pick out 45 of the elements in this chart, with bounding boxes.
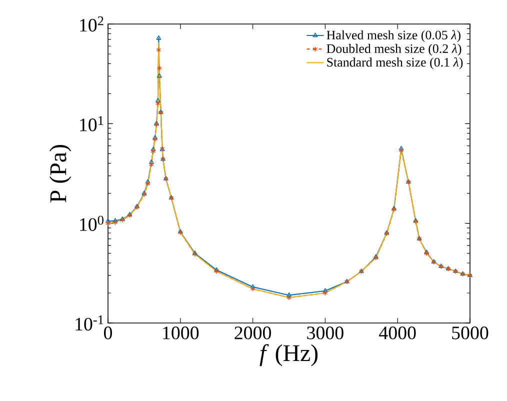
legend-label: Doubled mesh size (0.2 λ) bbox=[326, 44, 462, 56]
point bbox=[156, 35, 162, 40]
point bbox=[145, 179, 150, 184]
point bbox=[322, 288, 328, 292]
point bbox=[112, 220, 118, 226]
point bbox=[148, 162, 154, 168]
point bbox=[214, 268, 220, 274]
point bbox=[106, 220, 110, 226]
point bbox=[142, 190, 147, 195]
y-tick-label: 10$^{2}$ bbox=[80, 16, 104, 32]
x-axis-title: f (Hz) bbox=[260, 344, 318, 366]
x-tick-label: 1000 bbox=[163, 326, 199, 340]
point bbox=[152, 136, 158, 142]
point bbox=[145, 180, 150, 186]
point bbox=[142, 192, 147, 198]
point bbox=[192, 251, 198, 258]
x-tick-label: 3000 bbox=[307, 326, 344, 340]
point bbox=[286, 292, 292, 297]
point bbox=[214, 267, 220, 272]
point bbox=[112, 218, 118, 222]
point bbox=[398, 148, 404, 154]
point bbox=[155, 98, 160, 102]
legend-label: Halved mesh size (0.05 λ) bbox=[326, 30, 460, 42]
point bbox=[398, 146, 404, 150]
x-tick-label: 2000 bbox=[234, 326, 271, 340]
point bbox=[156, 47, 162, 53]
y-axis-title: P (Pa) bbox=[49, 145, 72, 202]
point bbox=[152, 135, 158, 140]
y-tick-label: 10$^{-1}$ bbox=[76, 315, 104, 331]
point bbox=[250, 284, 256, 289]
point bbox=[150, 148, 156, 154]
x-tick-label: 5000 bbox=[452, 326, 488, 340]
y-tick-label: 10$^{1}$ bbox=[80, 116, 104, 132]
x-tick-label: 0 bbox=[104, 326, 112, 340]
point bbox=[156, 65, 162, 72]
point bbox=[150, 146, 156, 152]
y-tick-label: 10$^{0}$ bbox=[80, 216, 104, 231]
point bbox=[250, 286, 256, 292]
legend-label: Standard mesh size (0.1 λ) bbox=[327, 57, 463, 70]
point bbox=[148, 159, 154, 164]
point bbox=[156, 73, 162, 78]
x-tick-label: 4000 bbox=[379, 326, 416, 340]
point bbox=[286, 294, 292, 300]
point bbox=[322, 290, 328, 296]
point bbox=[155, 100, 160, 106]
